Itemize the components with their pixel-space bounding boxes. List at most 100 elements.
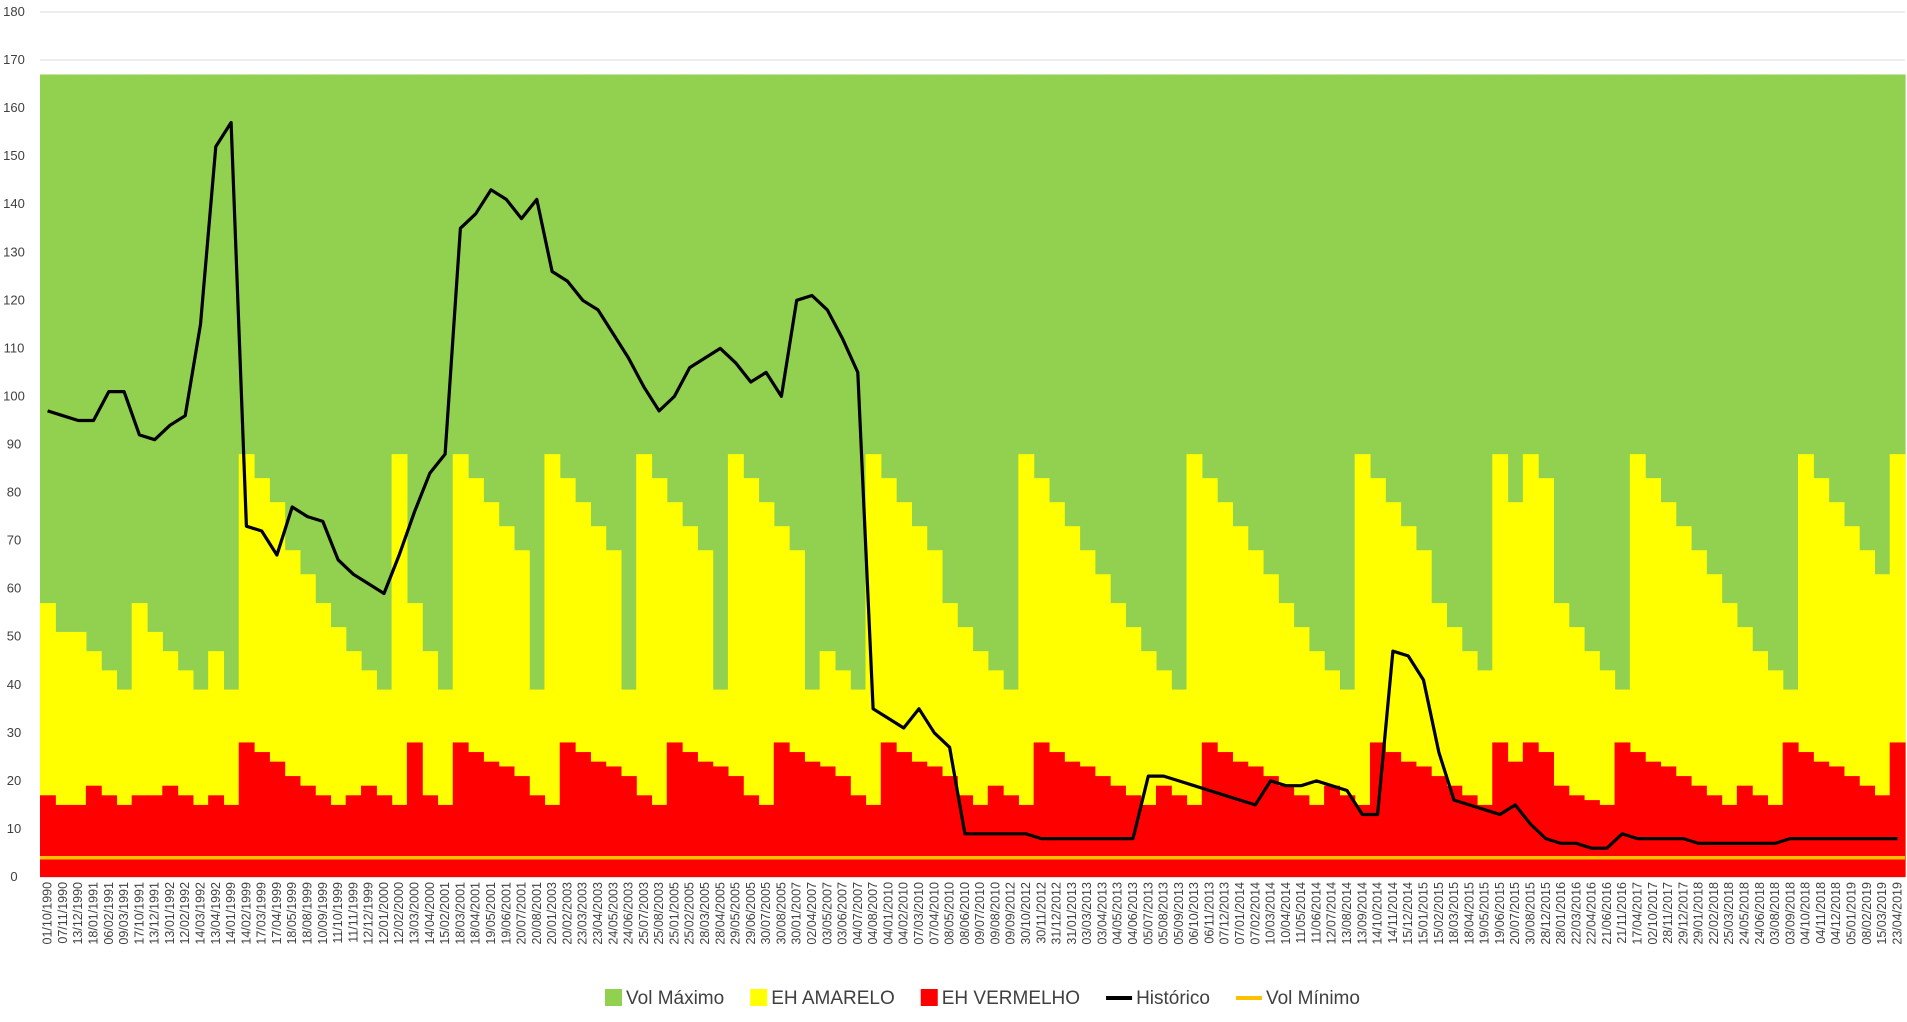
area-eh-vermelho-segment bbox=[330, 804, 347, 877]
x-tick-label: 20/07/2001 bbox=[515, 882, 529, 945]
x-tick-label: 09/09/2012 bbox=[1004, 882, 1018, 945]
area-eh-vermelho-segment bbox=[391, 804, 408, 877]
legend-swatch-eh-vermelho bbox=[920, 989, 938, 1006]
area-eh-vermelho-segment bbox=[620, 776, 637, 877]
area-eh-vermelho-segment bbox=[1492, 742, 1509, 877]
area-eh-vermelho-segment bbox=[1278, 785, 1295, 877]
x-tick-label: 05/08/2013 bbox=[1157, 882, 1171, 945]
y-tick-label: 20 bbox=[7, 773, 21, 788]
area-eh-vermelho-segment bbox=[712, 766, 729, 877]
area-eh-vermelho-segment bbox=[116, 804, 133, 877]
x-tick-label: 24/05/2003 bbox=[606, 882, 620, 945]
legend-label-hist-rico: Histórico bbox=[1136, 988, 1210, 1009]
line-layer bbox=[40, 120, 1905, 860]
x-tick-label: 21/06/2016 bbox=[1600, 882, 1614, 945]
x-tick-label: 08/02/2019 bbox=[1860, 882, 1874, 945]
x-tick-label: 13/03/2000 bbox=[408, 882, 422, 945]
area-eh-vermelho-segment bbox=[758, 804, 775, 877]
x-tick-label: 15/02/2015 bbox=[1432, 882, 1446, 945]
area-eh-vermelho-segment bbox=[1690, 785, 1707, 877]
x-tick-label: 24/05/2018 bbox=[1738, 882, 1752, 945]
x-tick-label: 31/01/2013 bbox=[1065, 882, 1079, 945]
x-tick-label: 23/03/2003 bbox=[576, 882, 590, 945]
area-eh-vermelho-segment bbox=[896, 752, 912, 877]
x-tick-label: 25/02/2005 bbox=[683, 882, 697, 945]
x-tick-label: 10/03/2014 bbox=[1264, 882, 1278, 945]
area-eh-vermelho-segment bbox=[1201, 742, 1218, 877]
area-eh-vermelho-segment bbox=[376, 795, 393, 877]
area-eh-vermelho-segment bbox=[1874, 795, 1891, 877]
x-tick-label: 02/04/2007 bbox=[805, 882, 819, 945]
area-eh-vermelho-segment bbox=[299, 785, 316, 877]
area-eh-vermelho-segment bbox=[880, 742, 897, 877]
area-eh-vermelho-segment bbox=[1385, 752, 1402, 877]
x-tick-label: 13/09/2014 bbox=[1355, 882, 1369, 945]
area-eh-vermelho-segment bbox=[345, 795, 362, 877]
area-vol-m-ximo-segment bbox=[529, 74, 546, 877]
area-eh-vermelho-segment bbox=[1675, 776, 1692, 877]
area-eh-vermelho-segment bbox=[1721, 804, 1738, 877]
area-eh-vermelho-segment bbox=[529, 795, 546, 877]
area-eh-vermelho-segment bbox=[1415, 766, 1432, 877]
area-eh-vermelho-segment bbox=[666, 742, 683, 877]
area-eh-amarelo-segment bbox=[1186, 454, 1203, 877]
area-eh-vermelho-segment bbox=[773, 742, 790, 877]
series-historico-line bbox=[47, 120, 1898, 850]
x-tick-label: 01/10/1990 bbox=[41, 882, 55, 945]
x-tick-label: 29/05/2005 bbox=[729, 882, 743, 945]
x-tick-label: 25/07/2003 bbox=[637, 882, 651, 945]
area-vol-m-ximo-segment bbox=[1782, 74, 1799, 877]
area-eh-vermelho-segment bbox=[590, 761, 607, 877]
x-tick-label: 30/08/2015 bbox=[1524, 882, 1538, 945]
area-eh-vermelho-segment bbox=[1752, 795, 1769, 877]
x-tick-label: 28/11/2017 bbox=[1661, 882, 1675, 944]
area-eh-vermelho-segment bbox=[1171, 795, 1188, 877]
area-eh-vermelho-segment bbox=[727, 776, 744, 877]
x-tick-label: 14/01/1999 bbox=[224, 882, 238, 945]
area-eh-amarelo-segment bbox=[727, 454, 744, 877]
x-tick-label: 04/10/2018 bbox=[1799, 882, 1813, 945]
area-eh-vermelho-segment bbox=[1476, 804, 1493, 877]
x-tick-label: 18/03/2001 bbox=[453, 882, 467, 945]
x-tick-label: 08/06/2010 bbox=[958, 882, 972, 945]
x-tick-label: 15/02/2001 bbox=[438, 882, 452, 945]
area-eh-vermelho-segment bbox=[544, 804, 561, 877]
x-tick-label: 19/06/2001 bbox=[499, 882, 513, 945]
area-eh-vermelho-segment bbox=[850, 795, 867, 877]
x-tick-label: 25/01/2005 bbox=[667, 882, 681, 945]
x-tick-label: 02/10/2017 bbox=[1646, 882, 1660, 945]
x-tick-label: 30/07/2005 bbox=[759, 882, 773, 945]
x-tick-label: 30/01/2007 bbox=[790, 882, 804, 945]
area-vol-m-ximo-segment bbox=[1614, 74, 1631, 877]
area-eh-vermelho-segment bbox=[865, 804, 882, 877]
area-eh-vermelho-segment bbox=[269, 761, 286, 877]
area-eh-amarelo-segment bbox=[1354, 454, 1371, 877]
area-eh-vermelho-segment bbox=[1538, 752, 1555, 877]
x-tick-label: 03/03/2013 bbox=[1080, 882, 1094, 945]
x-tick-label: 18/04/2001 bbox=[469, 882, 483, 945]
area-eh-amarelo-segment bbox=[636, 454, 653, 877]
legend-swatch-vol-m-ximo bbox=[605, 989, 622, 1006]
legend-label-eh-vermelho: EH VERMELHO bbox=[942, 988, 1080, 1009]
y-tick-label: 100 bbox=[3, 388, 25, 403]
x-tick-label: 12/02/1992 bbox=[178, 882, 192, 945]
x-tick-label: 30/08/2005 bbox=[774, 882, 788, 945]
y-axis: 0 10 20 30 40 50 60 70 80 90 100 110 120 130 140 150 160… bbox=[3, 4, 25, 884]
area-eh-vermelho-segment bbox=[1522, 742, 1539, 877]
x-tick-label: 03/04/2013 bbox=[1095, 882, 1109, 945]
x-tick-label: 12/01/2000 bbox=[377, 882, 391, 945]
x-tick-label: 28/03/2005 bbox=[698, 882, 712, 945]
x-tick-label: 07/12/2013 bbox=[1218, 882, 1232, 945]
x-tick-label: 09/08/2010 bbox=[988, 882, 1002, 945]
y-tick-label: 40 bbox=[7, 677, 21, 692]
x-tick-label: 31/12/2012 bbox=[1050, 882, 1064, 945]
x-tick-label: 12/02/2000 bbox=[392, 882, 406, 945]
x-tick-label: 07/04/2010 bbox=[927, 882, 941, 945]
legend-label-vol-m-nimo: Vol Mínimo bbox=[1266, 988, 1360, 1009]
area-eh-vermelho-segment bbox=[1629, 752, 1646, 877]
area-eh-vermelho-segment bbox=[1859, 785, 1876, 877]
y-tick-label: 150 bbox=[3, 148, 25, 163]
x-tick-label: 07/11/1990 bbox=[56, 882, 70, 944]
x-tick-label: 15/12/2014 bbox=[1401, 882, 1415, 945]
